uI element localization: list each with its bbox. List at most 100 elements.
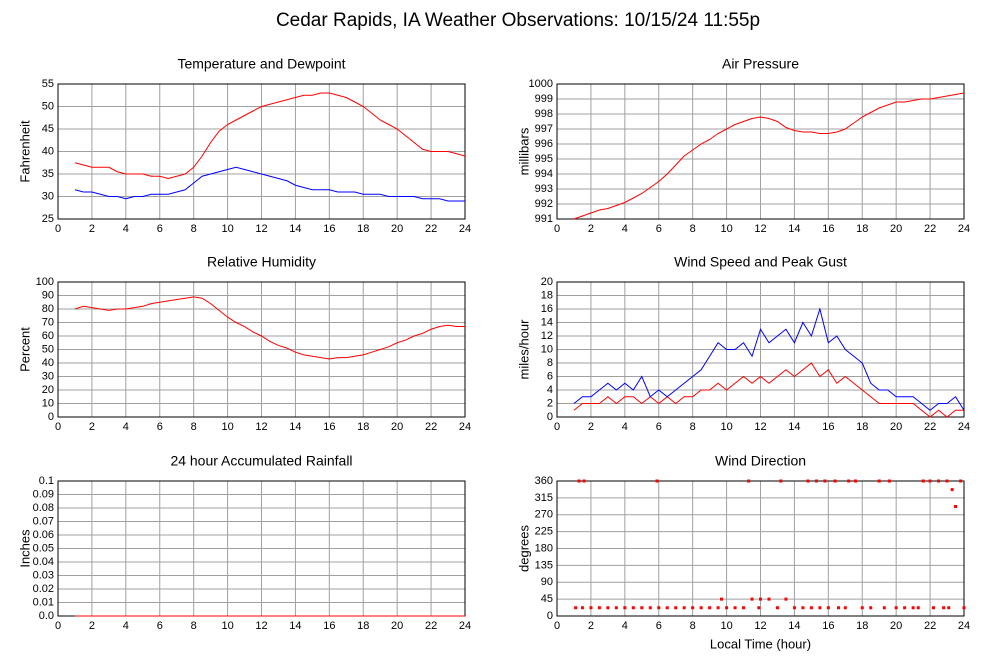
y-tick-label: 0 bbox=[48, 411, 54, 423]
chart-panel: Wind Speed and Peak Gustmiles/hour024681… bbox=[516, 254, 970, 433]
x-tick-label: 18 bbox=[357, 620, 369, 632]
plot-frame bbox=[57, 281, 466, 418]
y-tick-label: 997 bbox=[535, 123, 553, 135]
x-tick-label: 4 bbox=[123, 421, 129, 433]
x-tick-label: 20 bbox=[890, 620, 902, 632]
data-point bbox=[833, 479, 837, 483]
y-tick-label: 993 bbox=[535, 183, 553, 195]
x-tick-label: 18 bbox=[856, 620, 868, 632]
data-point bbox=[928, 479, 932, 483]
data-point bbox=[894, 606, 898, 610]
data-point bbox=[942, 606, 946, 610]
y-tick-label: 0.05 bbox=[33, 542, 54, 554]
data-point bbox=[640, 606, 644, 610]
data-point bbox=[806, 479, 810, 483]
y-axis-label: miles/hour bbox=[516, 319, 531, 380]
data-point bbox=[682, 606, 686, 610]
x-tick-label: 10 bbox=[221, 223, 233, 235]
y-tick-label: 6 bbox=[547, 370, 553, 382]
x-tick-label: 6 bbox=[656, 620, 662, 632]
y-tick-label: 135 bbox=[535, 559, 553, 571]
plot-frame bbox=[556, 480, 965, 617]
x-tick-label: 0 bbox=[554, 620, 560, 632]
y-tick-label: 12 bbox=[541, 330, 553, 342]
x-tick-label: 22 bbox=[425, 421, 437, 433]
data-point bbox=[775, 606, 779, 610]
y-tick-label: 30 bbox=[42, 190, 54, 202]
y-tick-label: 0.04 bbox=[33, 556, 54, 568]
data-point bbox=[826, 606, 830, 610]
data-point bbox=[750, 597, 754, 601]
plot-frame bbox=[57, 83, 466, 220]
x-tick-label: 22 bbox=[924, 223, 936, 235]
y-tick-label: 50 bbox=[42, 343, 54, 355]
data-point bbox=[911, 606, 915, 610]
y-tick-label: 0 bbox=[547, 610, 553, 622]
x-tick-label: 0 bbox=[55, 620, 61, 632]
data-point bbox=[882, 606, 886, 610]
y-tick-label: 0 bbox=[547, 411, 553, 423]
x-tick-label: 12 bbox=[255, 620, 267, 632]
data-point bbox=[733, 606, 737, 610]
data-point bbox=[784, 597, 788, 601]
chart-panel: 24 hour Accumulated Rainfall Inches 0.0 0.0… bbox=[17, 453, 471, 632]
y-tick-label: 25 bbox=[42, 213, 54, 225]
y-tick-label: 992 bbox=[535, 198, 553, 210]
x-axis-label: Local Time (hour) bbox=[710, 636, 811, 651]
data-point bbox=[767, 597, 771, 601]
y-axis-label: Inches bbox=[17, 529, 32, 568]
data-point bbox=[614, 606, 618, 610]
y-tick-label: 80 bbox=[42, 303, 54, 315]
x-tick-label: 24 bbox=[958, 223, 970, 235]
data-point bbox=[577, 479, 581, 483]
data-line bbox=[573, 307, 965, 411]
y-tick-label: 0.06 bbox=[33, 529, 54, 541]
chart-title: Relative Humidity bbox=[207, 254, 316, 270]
data-point bbox=[655, 479, 659, 483]
x-tick-label: 0 bbox=[554, 223, 560, 235]
data-point bbox=[674, 606, 678, 610]
x-tick-label: 16 bbox=[822, 620, 834, 632]
chart-title: Wind Direction bbox=[715, 453, 806, 469]
x-tick-label: 8 bbox=[191, 620, 197, 632]
data-point bbox=[887, 479, 891, 483]
data-point bbox=[657, 606, 661, 610]
x-tick-label: 22 bbox=[924, 421, 936, 433]
x-tick-label: 18 bbox=[856, 421, 868, 433]
y-tick-label: 8 bbox=[547, 357, 553, 369]
y-tick-label: 0.0 bbox=[39, 610, 54, 622]
x-tick-label: 12 bbox=[754, 620, 766, 632]
x-tick-label: 8 bbox=[690, 620, 696, 632]
y-tick-label: 360 bbox=[535, 475, 553, 487]
x-tick-label: 16 bbox=[323, 421, 335, 433]
data-point bbox=[860, 606, 864, 610]
x-tick-label: 6 bbox=[157, 620, 163, 632]
x-tick-label: 2 bbox=[588, 223, 594, 235]
x-tick-label: 10 bbox=[720, 620, 732, 632]
data-point bbox=[759, 597, 762, 601]
x-tick-label: 2 bbox=[89, 620, 95, 632]
x-tick-label: 8 bbox=[690, 421, 696, 433]
x-tick-label: 8 bbox=[191, 421, 197, 433]
x-tick-label: 16 bbox=[323, 223, 335, 235]
data-point bbox=[757, 606, 761, 610]
y-tick-label: 20 bbox=[42, 384, 54, 396]
y-tick-label: 18 bbox=[541, 289, 553, 301]
data-point bbox=[916, 606, 920, 610]
data-point bbox=[843, 606, 847, 610]
data-point bbox=[597, 606, 601, 610]
y-tick-label: 999 bbox=[535, 93, 553, 105]
data-point bbox=[869, 606, 873, 610]
data-point bbox=[809, 606, 813, 610]
y-tick-label: 998 bbox=[535, 108, 553, 120]
data-line bbox=[74, 166, 465, 202]
x-tick-label: 20 bbox=[890, 421, 902, 433]
data-point bbox=[853, 479, 857, 483]
x-tick-label: 6 bbox=[656, 421, 662, 433]
x-tick-label: 22 bbox=[425, 223, 437, 235]
y-tick-label: 270 bbox=[535, 509, 553, 521]
x-tick-label: 10 bbox=[221, 620, 233, 632]
y-tick-label: 40 bbox=[42, 357, 54, 369]
x-tick-label: 24 bbox=[958, 620, 970, 632]
